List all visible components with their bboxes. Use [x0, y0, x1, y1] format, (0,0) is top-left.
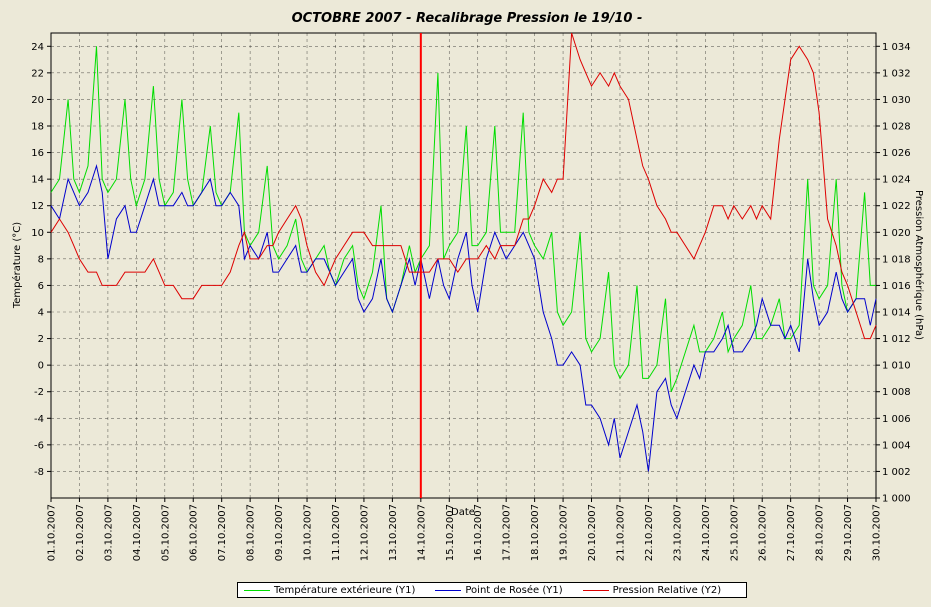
y-tick-label: 18: [31, 122, 44, 133]
y-tick-label: 16: [31, 148, 44, 159]
plot-area: [50, 32, 877, 499]
x-tick-label: 30.10.2007: [872, 504, 883, 561]
x-tick-label: 27.10.2007: [786, 504, 797, 561]
x-tick-label: 04.10.2007: [132, 504, 143, 561]
y2-tick-label: 1 034: [882, 42, 911, 53]
x-tick-label: 07.10.2007: [217, 504, 228, 561]
y-tick-label: 6: [38, 281, 44, 292]
y2-tick-label: 1 032: [882, 68, 911, 79]
legend-item-dewpoint: Point de Rosée (Y1): [435, 584, 563, 596]
x-tick-label: 24.10.2007: [701, 504, 712, 561]
legend-item-temperature: Température extérieure (Y1): [244, 585, 415, 596]
legend-swatch-pressure: [582, 589, 609, 591]
x-tick-label: 17.10.2007: [502, 504, 513, 561]
y2-tick-label: 1 028: [882, 122, 911, 133]
y2-tick-label: 1 002: [882, 467, 911, 478]
chart-legend: Température extérieure (Y1) Point de Ros…: [237, 582, 747, 598]
y-tick-label: 20: [31, 95, 44, 106]
x-tick-label: 14.10.2007: [416, 504, 427, 561]
y-tick-label: 4: [38, 308, 44, 319]
x-tick-label: 12.10.2007: [359, 504, 370, 561]
y-tick-label: -6: [34, 440, 44, 451]
y2-tick-label: 1 020: [882, 228, 911, 239]
y2-tick-label: 1 006: [882, 414, 911, 425]
y-tick-label: 2: [38, 334, 44, 345]
x-tick-label: 01.10.2007: [47, 504, 58, 561]
x-tick-label: 26.10.2007: [758, 504, 769, 561]
y2-tick-label: 1 014: [882, 308, 911, 319]
x-tick-label: 05.10.2007: [160, 504, 171, 561]
x-tick-label: 20.10.2007: [587, 504, 598, 561]
series-line-0: [50, 46, 876, 392]
y2-tick-label: 1 010: [882, 361, 911, 372]
x-tick-label: 02.10.2007: [75, 504, 86, 561]
y2-tick-label: 1 004: [882, 440, 911, 451]
y-tick-label: -4: [34, 414, 44, 425]
x-tick-label: 28.10.2007: [815, 504, 826, 561]
x-tick-label: 15.10.2007: [445, 504, 456, 561]
y-tick-label: 0: [38, 361, 44, 372]
legend-swatch-temperature: [244, 589, 270, 591]
y-tick-label: -8: [34, 467, 44, 478]
x-axis-label: Date: [451, 507, 475, 518]
x-tick-label: 22.10.2007: [644, 504, 655, 561]
x-tick-label: 03.10.2007: [103, 504, 114, 561]
x-tick-label: 29.10.2007: [843, 504, 854, 561]
x-axis-ticks: 01.10.2007 02.10.2007 03.10.2007 04.10.2007…: [47, 498, 883, 561]
legend-label-dewpoint: Point de Rosée (Y1): [465, 584, 563, 596]
y-tick-label: 12: [31, 201, 44, 212]
x-tick-label: 11.10.2007: [331, 504, 342, 561]
y-tick-label: 8: [38, 254, 44, 265]
x-tick-label: 25.10.2007: [729, 504, 740, 561]
x-tick-label: 16.10.2007: [473, 504, 484, 561]
x-tick-label: 08.10.2007: [246, 504, 257, 561]
x-tick-label: 09.10.2007: [274, 504, 285, 561]
y2-tick-label: 1 012: [882, 334, 911, 345]
y-axis-label: Température (°C): [11, 222, 23, 309]
y-tick-label: 24: [31, 42, 44, 53]
legend-label-pressure: Pression Relative (Y2): [612, 584, 722, 596]
y-tick-label: 14: [31, 175, 44, 186]
x-tick-label: 06.10.2007: [189, 504, 200, 561]
y2-tick-label: 1 016: [882, 281, 911, 292]
legend-label-temperature: Température extérieure (Y1): [274, 584, 416, 596]
x-tick-label: 18.10.2007: [530, 504, 541, 561]
x-tick-label: 13.10.2007: [388, 504, 399, 561]
x-tick-label: 23.10.2007: [672, 504, 683, 561]
y2-tick-label: 1 026: [882, 148, 911, 159]
y2-tick-label: 1 008: [882, 387, 911, 398]
y2-axis-ticks: 1 034 1 032 1 030 1 028 1 026 1 024 1 022 1 020…: [876, 42, 911, 505]
y-tick-label: 22: [31, 68, 44, 79]
y2-tick-label: 1 018: [882, 254, 911, 265]
y2-tick-label: 1 000: [882, 494, 911, 505]
y2-tick-label: 1 024: [882, 175, 911, 186]
legend-item-pressure: Pression Relative (Y2): [582, 584, 722, 596]
y-tick-label: 10: [31, 228, 44, 239]
y2-tick-label: 1 030: [882, 95, 911, 106]
series-line-1: [50, 163, 877, 472]
x-tick-label: 19.10.2007: [559, 504, 570, 561]
series-line-2: [50, 32, 877, 340]
y2-tick-label: 1 022: [882, 201, 911, 212]
x-tick-label: 21.10.2007: [615, 504, 626, 561]
y2-axis-label: Pression Atmosphérique (hPa): [913, 190, 925, 340]
series-lines: [50, 32, 877, 498]
chart-title: OCTOBRE 2007 - Recalibrage Pression le 1…: [292, 11, 643, 26]
x-tick-label: 10.10.2007: [303, 504, 314, 561]
y-tick-label: -2: [34, 387, 44, 398]
legend-swatch-dewpoint: [435, 589, 462, 591]
